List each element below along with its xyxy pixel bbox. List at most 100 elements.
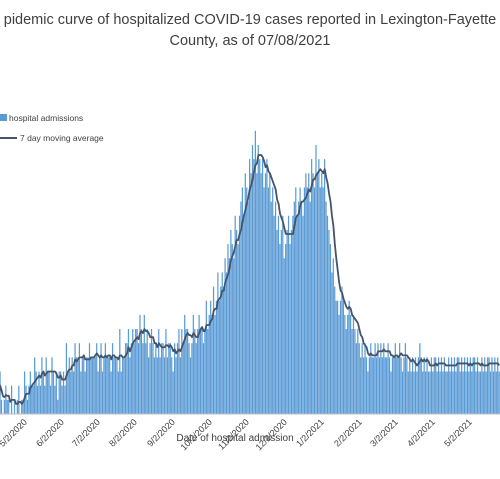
bar [94,357,96,414]
bar [227,244,229,414]
bar [148,357,150,414]
bar [270,201,272,414]
bar [487,357,489,414]
bar [485,371,487,414]
bar [361,343,363,414]
bar [456,357,458,414]
bar [3,399,5,414]
bar [422,371,424,414]
bar [462,371,464,414]
bar [481,357,483,414]
bar [446,371,448,414]
bar [399,343,401,414]
bar [142,343,144,414]
bar [171,357,173,414]
bar [58,371,60,414]
bar [83,357,85,414]
bar [52,371,55,414]
bar [474,357,476,414]
bar [97,371,99,414]
bar [113,357,115,414]
bar [318,159,320,414]
bar [286,229,288,414]
bar [360,357,362,414]
bar [295,187,297,414]
bar [215,300,218,414]
bar [339,300,342,414]
bar [407,371,409,414]
bar [388,357,391,414]
bar [257,144,259,414]
bar [348,300,350,414]
bar [103,357,105,414]
bar [16,399,18,414]
bar [48,371,50,414]
bar [410,371,412,414]
bar [71,357,73,414]
bar [132,329,134,414]
x-tick-label: 7/2/2020 [70,417,102,449]
bar [458,357,460,414]
bar [362,357,365,414]
bar [397,357,399,414]
x-tick-label: 3/2/2021 [368,417,400,449]
bar [264,173,267,414]
bar [497,357,499,414]
bar [161,343,163,414]
bar [236,229,238,414]
legend-swatch-hospital-admissions [0,114,7,121]
bar [355,343,357,414]
bar [430,357,432,414]
bar [479,371,482,414]
bar [394,343,396,414]
bar [251,144,254,414]
bar [440,357,443,414]
bar [412,357,414,414]
bar [403,357,405,414]
bar [465,371,467,414]
bar [42,371,44,414]
bar [139,314,141,414]
bar [185,329,187,414]
bar [306,187,308,414]
bar [269,173,271,414]
x-tick-label: 1/2/2021 [294,417,326,449]
bar [13,399,16,414]
bar [476,357,479,414]
bar [39,385,42,414]
bar [371,357,373,414]
bar [91,357,93,414]
bar [289,244,291,414]
bar [22,399,24,414]
bar [285,244,287,414]
bar [384,357,386,414]
bar [29,371,31,414]
bar [267,187,269,414]
bar [463,357,466,414]
bar [129,357,131,414]
bar [5,385,7,414]
bar [28,385,30,414]
bar [287,215,290,414]
bar [263,187,265,414]
bar [409,357,411,414]
bar [234,215,236,414]
bar [364,343,366,414]
bar [109,357,111,414]
bar [266,159,268,414]
bar [186,329,189,414]
bar [344,314,346,414]
bar [300,201,303,414]
bar [274,201,277,414]
bar [247,201,249,414]
bar [0,399,3,414]
bar [44,385,46,414]
bar [326,215,329,414]
bar [100,343,102,414]
bar [461,357,463,414]
bar [207,329,209,414]
bar [293,201,295,414]
bar [455,371,457,414]
bar [117,371,119,414]
bar [88,343,91,414]
